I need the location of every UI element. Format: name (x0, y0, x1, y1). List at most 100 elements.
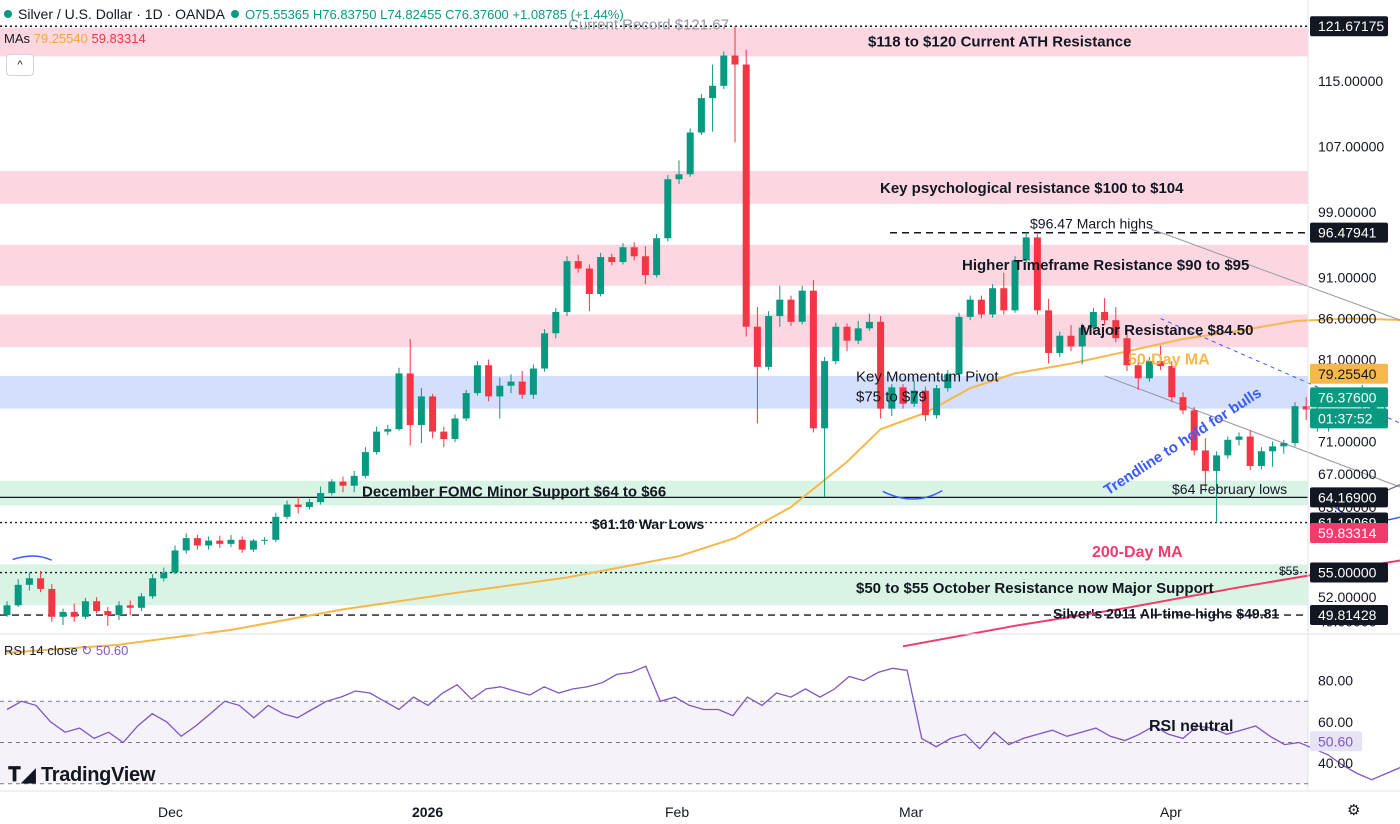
candle-body (171, 550, 179, 573)
rsi-tag-bg (1310, 731, 1362, 752)
ma50-line (6, 317, 1400, 654)
candle-body (877, 321, 885, 409)
price-tick-4: 86.00000 (1318, 311, 1377, 327)
candle-body (249, 540, 257, 550)
candle-body (619, 247, 627, 262)
zone-label-fomc: December FOMC Minor Support $64 to $66 (362, 483, 666, 500)
candlesticks (3, 26, 1389, 626)
candle-body (261, 539, 269, 541)
candle-body (865, 321, 873, 329)
ma50-legend-value: 79.25540 (33, 31, 88, 46)
candle-body (1022, 237, 1030, 261)
price-tag-bg-4 (1310, 408, 1388, 429)
candle-body (417, 396, 425, 426)
price-tag-bg-2 (1310, 363, 1388, 384)
candle-body (193, 538, 201, 546)
price-tick-6: 71.00000 (1318, 433, 1377, 449)
price-tag-4: 01:37:52 (1318, 410, 1373, 426)
candle-body (429, 396, 437, 432)
rsi-tick-2: 40.00 (1318, 755, 1353, 771)
price-tag-7: 59.83314 (1318, 525, 1377, 541)
candle-body (160, 572, 168, 579)
candle-body (1190, 410, 1198, 451)
level-label-war: $61.10 War Lows (592, 516, 705, 532)
candle-body (1179, 397, 1187, 411)
symbol-title[interactable]: Silver / U.S. Dollar · 1D · OANDA (18, 6, 225, 22)
candle-body (921, 390, 929, 416)
candle-body (809, 290, 817, 429)
candle-body (1280, 443, 1288, 447)
candle-body (1078, 327, 1086, 347)
candle-body (1291, 406, 1299, 444)
candle-body (776, 299, 784, 317)
candle-body (496, 385, 504, 397)
candle-body (563, 261, 571, 312)
gear-icon[interactable]: ⚙ (1347, 802, 1361, 819)
rsi-value: 50.60 (95, 643, 129, 658)
price-tag-bg-8 (1310, 562, 1388, 583)
candle-body (104, 611, 112, 616)
candle-body (697, 98, 705, 133)
candle-body (238, 539, 246, 550)
price-tick-1: 107.00000 (1318, 138, 1384, 154)
time-tick-3: Mar (899, 804, 923, 820)
ma-legend[interactable]: MAs 79.25540 59.83314 (4, 31, 146, 46)
rsi-neutral-annotation: RSI neutral (1149, 718, 1233, 735)
candle-body (37, 578, 45, 589)
candle-body (765, 316, 773, 367)
candle-body (1157, 361, 1165, 367)
candle-body (597, 257, 605, 294)
candle-body (675, 174, 683, 180)
candle-body (753, 326, 761, 367)
candle-body (518, 381, 526, 395)
tradingview-logo[interactable]: 𝐓◢ TradingView (8, 762, 155, 787)
level-label-feb: $64 February lows (1172, 481, 1287, 497)
zone-support-6 (0, 564, 1308, 606)
candle-body (933, 388, 941, 416)
candle-body (630, 247, 638, 257)
candle-body (821, 361, 829, 429)
rsi-legend[interactable]: RSI 14 close ↻ 50.60 (4, 643, 128, 659)
candle-body (664, 179, 672, 239)
price-tag-1: 96.47941 (1318, 225, 1377, 241)
candle-body (227, 539, 235, 544)
zone-label-htf: Higher Timeframe Resistance $90 to $95 (962, 257, 1249, 274)
zone-resistance-0 (0, 27, 1308, 57)
level-label-55: $55 (1279, 564, 1299, 578)
candle-body (552, 311, 560, 334)
candle-body (507, 381, 515, 386)
moving-averages (6, 317, 1400, 654)
candle-body (317, 493, 325, 503)
candle-body (966, 299, 974, 317)
collapse-legend-button[interactable]: ^ (6, 54, 34, 76)
zone-label-major: Major Resistance $84.50 (1080, 322, 1253, 339)
zone-pivot-4 (0, 375, 1308, 409)
candle-body (205, 540, 213, 546)
level-label-record: Current Record $121.67 (568, 16, 729, 33)
price-tick-0: 115.00000 (1318, 73, 1383, 89)
candle-body (653, 238, 661, 276)
candle-body (529, 368, 537, 395)
candle-body (1089, 311, 1097, 328)
candle-body (1033, 237, 1041, 311)
cycle-icon[interactable]: ↻ (81, 643, 93, 658)
candle-body (1246, 436, 1254, 467)
zone-label-ath: $118 to $120 Current ATH Resistance (868, 33, 1131, 50)
candle-body (48, 588, 56, 617)
candle-body (149, 578, 157, 597)
candle-body (574, 261, 582, 269)
price-tag-3: 76.37600 (1318, 389, 1377, 405)
candle-body (1011, 260, 1019, 311)
candle-body (742, 64, 750, 327)
price-tag-8: 55.00000 (1318, 565, 1377, 581)
time-tick-2: Feb (665, 804, 689, 820)
ma200-line (902, 559, 1400, 648)
candle-body (1101, 311, 1109, 321)
candle-body (294, 504, 302, 507)
brand-name: TradingView (40, 764, 156, 786)
candle-body (720, 55, 728, 86)
rsi-pane: 80.00 60.00 40.00 50.60 RSI neutral (0, 633, 1400, 785)
candle-body (1201, 450, 1209, 471)
candle-body (1235, 436, 1243, 440)
